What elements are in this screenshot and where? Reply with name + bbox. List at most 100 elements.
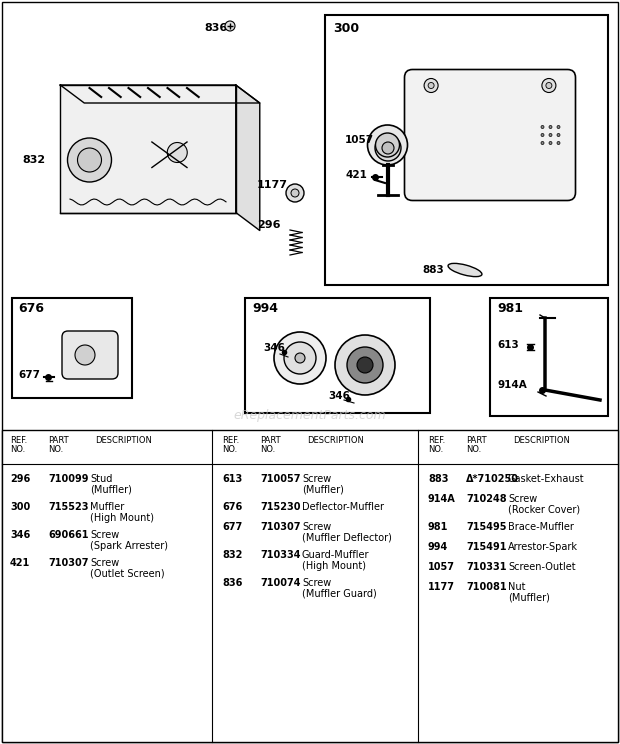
Circle shape	[167, 143, 187, 162]
Circle shape	[284, 342, 316, 374]
Text: 715230: 715230	[260, 502, 301, 512]
Text: 836: 836	[222, 578, 242, 588]
Text: 710081: 710081	[466, 582, 507, 592]
Text: 677: 677	[18, 370, 40, 380]
Bar	[490, 298, 608, 416]
Text: 710307: 710307	[48, 558, 89, 568]
Text: Muffler: Muffler	[90, 502, 124, 512]
FancyBboxPatch shape	[62, 331, 118, 379]
Text: 300: 300	[333, 22, 359, 35]
Text: 710307: 710307	[260, 522, 301, 532]
Text: PART: PART	[48, 436, 69, 445]
Text: (High Mount): (High Mount)	[302, 561, 366, 571]
Text: Screw: Screw	[508, 494, 538, 504]
Text: Brace-Muffler: Brace-Muffler	[508, 522, 574, 532]
Bar	[325, 15, 608, 285]
Text: REF.: REF.	[222, 436, 239, 445]
Text: 715523: 715523	[48, 502, 89, 512]
Circle shape	[541, 141, 544, 144]
Text: Screw: Screw	[302, 522, 331, 532]
Text: eReplacementParts.com: eReplacementParts.com	[234, 408, 386, 422]
Text: Guard-Muffler: Guard-Muffler	[302, 550, 370, 560]
Circle shape	[78, 148, 102, 172]
Circle shape	[549, 126, 552, 129]
Text: 613: 613	[222, 474, 242, 484]
Circle shape	[424, 79, 438, 92]
Text: 346: 346	[328, 391, 350, 401]
Circle shape	[546, 83, 552, 89]
Bar	[245, 298, 430, 413]
Circle shape	[225, 21, 235, 31]
Circle shape	[557, 126, 560, 129]
Text: REF.: REF.	[10, 436, 27, 445]
Circle shape	[549, 141, 552, 144]
Polygon shape	[60, 85, 236, 213]
Text: Deflector-Muffler: Deflector-Muffler	[302, 502, 384, 512]
Text: 1057: 1057	[345, 135, 374, 145]
Text: 994: 994	[428, 542, 448, 552]
Text: Screw: Screw	[90, 558, 119, 568]
Text: 421: 421	[345, 170, 367, 180]
Text: Screw: Screw	[302, 474, 331, 484]
Text: 710248: 710248	[466, 494, 507, 504]
Text: Gasket-Exhaust: Gasket-Exhaust	[508, 474, 585, 484]
Text: 832: 832	[222, 550, 242, 560]
Text: 346: 346	[10, 530, 30, 540]
Text: 690661: 690661	[48, 530, 89, 540]
Text: DESCRIPTION: DESCRIPTION	[307, 436, 364, 445]
Circle shape	[428, 83, 434, 89]
Text: 300: 300	[10, 502, 30, 512]
Polygon shape	[60, 85, 260, 103]
Text: Δ*710250: Δ*710250	[466, 474, 519, 484]
Bar	[2, 430, 618, 742]
FancyBboxPatch shape	[404, 69, 575, 200]
Polygon shape	[236, 85, 260, 231]
Circle shape	[68, 138, 112, 182]
Circle shape	[382, 142, 394, 154]
Text: 421: 421	[10, 558, 30, 568]
Text: REF.: REF.	[428, 436, 445, 445]
Text: DESCRIPTION: DESCRIPTION	[513, 436, 570, 445]
Text: PART: PART	[260, 436, 281, 445]
Text: 613: 613	[497, 340, 519, 350]
Text: Screw: Screw	[302, 578, 331, 588]
Text: (High Mount): (High Mount)	[90, 513, 154, 523]
Text: 710099: 710099	[48, 474, 89, 484]
Ellipse shape	[448, 263, 482, 277]
Circle shape	[75, 345, 95, 365]
Text: Nut: Nut	[508, 582, 526, 592]
Text: 296: 296	[10, 474, 30, 484]
Circle shape	[347, 347, 383, 383]
Text: (Muffler Deflector): (Muffler Deflector)	[302, 533, 392, 543]
Circle shape	[541, 126, 544, 129]
Text: 710334: 710334	[260, 550, 301, 560]
Text: 715491: 715491	[466, 542, 507, 552]
Text: (Muffler): (Muffler)	[90, 485, 132, 495]
Text: 1057: 1057	[428, 562, 455, 572]
Text: Screw: Screw	[90, 530, 119, 540]
Text: 994: 994	[252, 302, 278, 315]
Bar	[12, 298, 132, 398]
Text: PART: PART	[466, 436, 487, 445]
Text: (Muffler): (Muffler)	[302, 485, 344, 495]
Text: (Outlet Screen): (Outlet Screen)	[90, 569, 165, 579]
Text: NO.: NO.	[260, 445, 275, 454]
Circle shape	[295, 353, 305, 363]
Circle shape	[291, 189, 299, 197]
Text: NO.: NO.	[428, 445, 443, 454]
Text: 677: 677	[222, 522, 242, 532]
Text: 883: 883	[422, 265, 444, 275]
Text: 296: 296	[257, 220, 280, 230]
Circle shape	[375, 135, 401, 161]
Text: NO.: NO.	[222, 445, 237, 454]
Circle shape	[286, 184, 304, 202]
Text: 832: 832	[22, 155, 45, 165]
Text: (Spark Arrester): (Spark Arrester)	[90, 541, 168, 551]
Text: 1177: 1177	[428, 582, 455, 592]
Text: 836: 836	[204, 23, 228, 33]
Text: 710331: 710331	[466, 562, 507, 572]
Text: 676: 676	[18, 302, 44, 315]
Circle shape	[542, 79, 556, 92]
Text: NO.: NO.	[10, 445, 25, 454]
Circle shape	[357, 357, 373, 373]
